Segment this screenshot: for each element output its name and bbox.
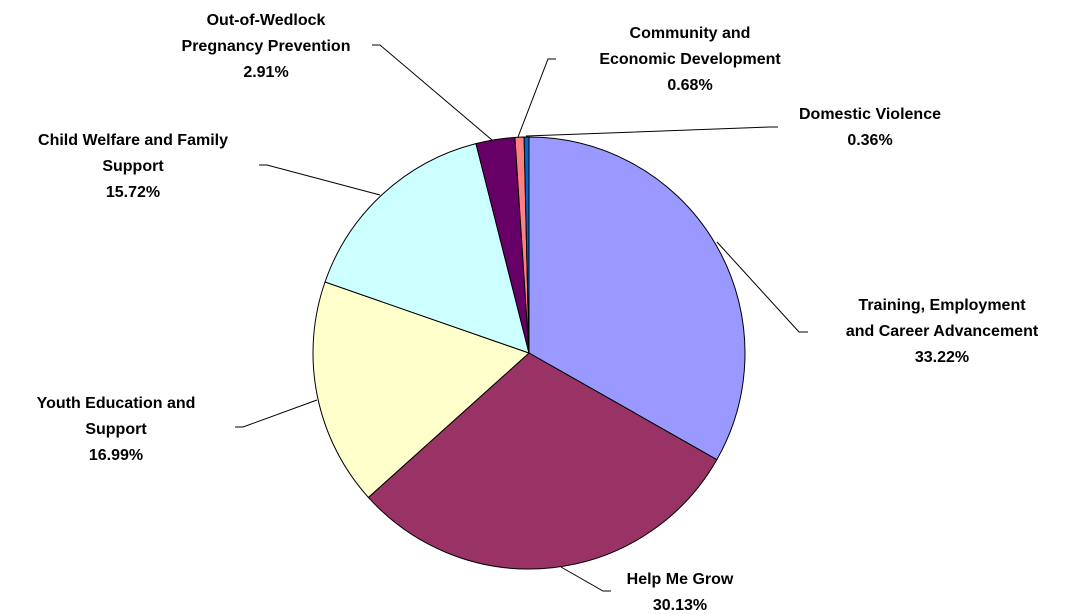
slice-name: Youth Education and	[37, 395, 196, 412]
pie-slice	[324, 143, 530, 354]
slice-value: 15.72%	[106, 184, 160, 201]
leader-line	[235, 399, 318, 428]
slice-name: Support	[85, 421, 147, 438]
leader-line	[259, 164, 381, 196]
slice-label: Child Welfare and Family Support 15.72%	[38, 132, 228, 201]
pie-slices	[312, 136, 746, 570]
slice-value: 16.99%	[89, 447, 143, 464]
leader-lines	[235, 44, 808, 592]
slice-value: 0.68%	[667, 77, 712, 94]
slice-label: Help Me Grow 30.13%	[627, 571, 734, 614]
slice-value: 0.36%	[847, 132, 892, 149]
pie-slice	[523, 136, 530, 354]
pie-slice	[528, 136, 746, 461]
slice-name: Out-of-Wedlock	[207, 12, 326, 29]
leader-line	[716, 241, 808, 333]
pie-slice	[367, 352, 718, 570]
slice-label: Out-of-Wedlock Pregnancy Prevention 2.91%	[182, 12, 351, 81]
pie-slice	[312, 281, 530, 499]
leader-line	[517, 58, 556, 138]
slice-label: Youth Education and Support 16.99%	[37, 395, 196, 464]
leader-line	[525, 126, 778, 137]
slice-value: 2.91%	[243, 64, 288, 81]
slice-name: Economic Development	[599, 51, 781, 68]
slice-labels: Training, Employment and Career Advanceme…	[37, 12, 1039, 614]
slice-name: Help Me Grow	[627, 571, 734, 588]
slice-label: Training, Employment and Career Advanceme…	[846, 297, 1039, 366]
leader-line	[560, 566, 611, 592]
slice-name: Training, Employment	[858, 297, 1026, 314]
leader-line	[372, 44, 493, 141]
slice-name: and Career Advancement	[846, 323, 1039, 340]
slice-value: 30.13%	[653, 597, 707, 614]
slice-name: Child Welfare and Family	[38, 132, 228, 149]
slice-name: Support	[102, 158, 164, 175]
slice-name: Domestic Violence	[799, 106, 941, 123]
slice-value: 33.22%	[915, 349, 969, 366]
slice-label: Domestic Violence 0.36%	[799, 106, 941, 149]
slice-name: Pregnancy Prevention	[182, 38, 351, 55]
slice-name: Community and	[630, 25, 751, 42]
slice-label: Community and Economic Development 0.68%	[599, 25, 781, 94]
